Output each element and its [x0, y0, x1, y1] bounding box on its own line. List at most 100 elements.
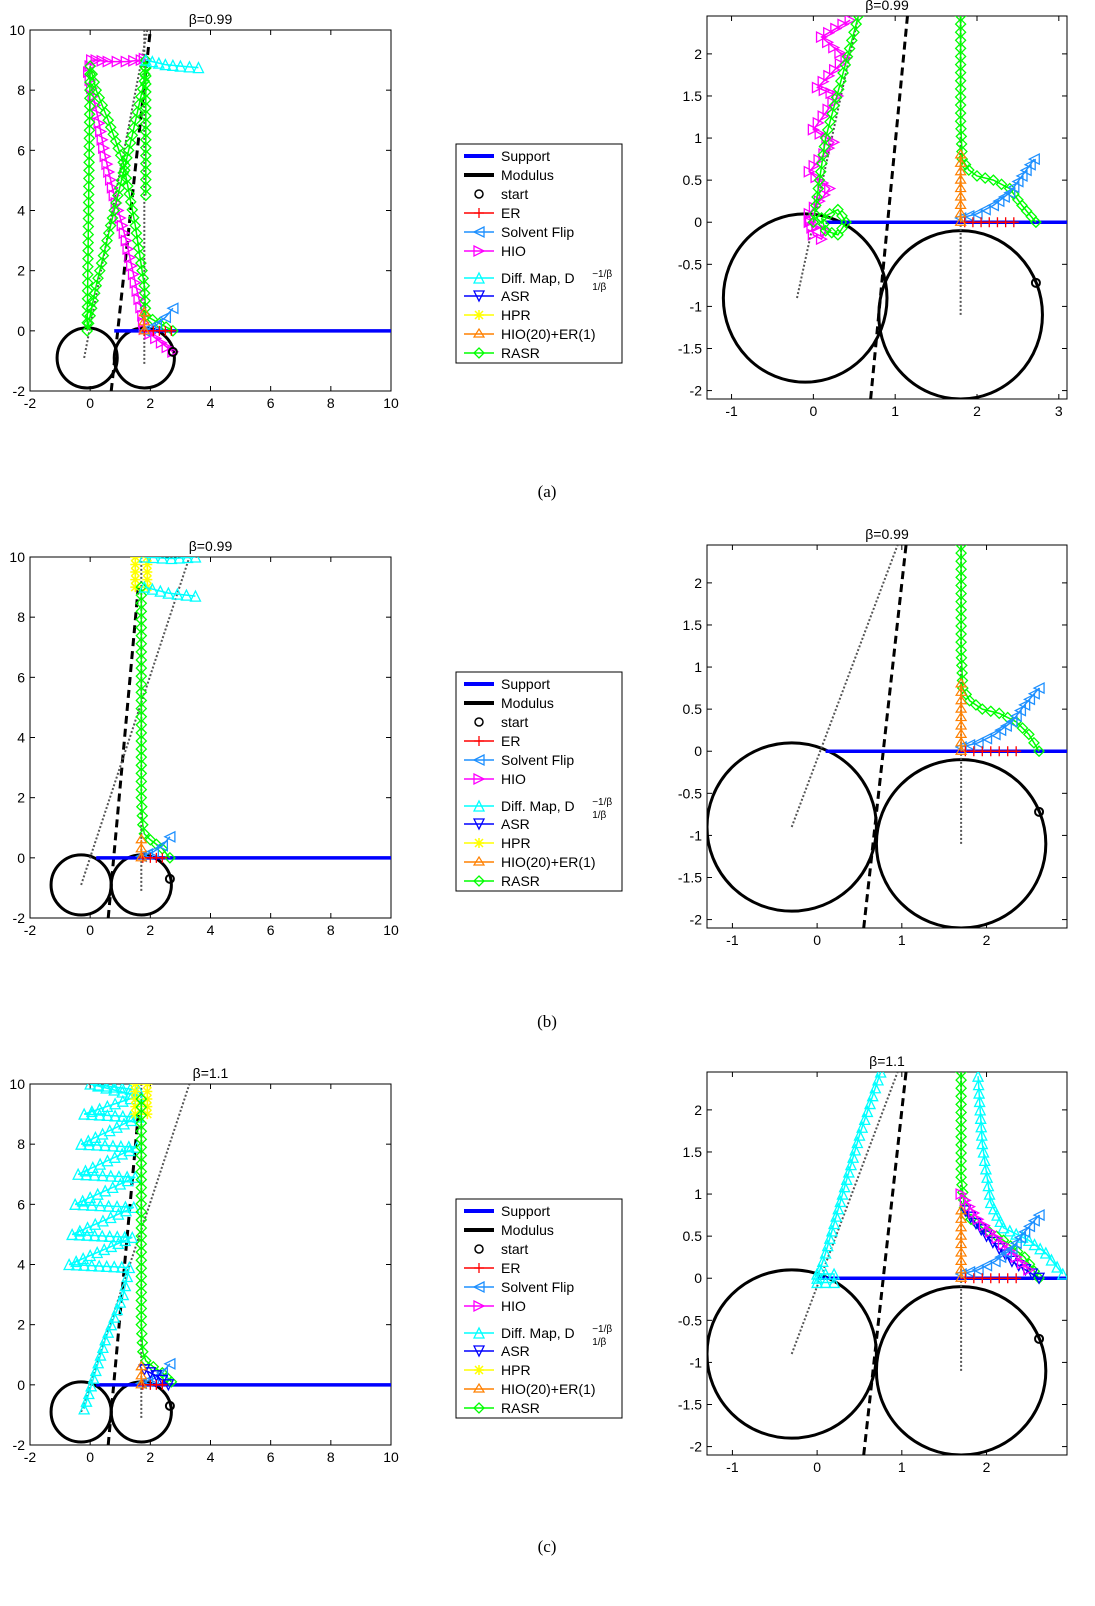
series-marker [130, 557, 141, 562]
series-marker [955, 545, 968, 551]
series-marker [161, 341, 174, 354]
series-marker [980, 1230, 993, 1243]
series-marker [85, 1105, 98, 1118]
series-marker [171, 587, 184, 600]
series-marker [1032, 1209, 1045, 1222]
series-marker [108, 204, 121, 217]
x-tick-label: 1 [898, 932, 906, 948]
series-marker [994, 746, 1005, 757]
legend-label: start [501, 714, 528, 730]
series-marker [814, 127, 827, 140]
series-marker [956, 667, 969, 679]
series-marker [1003, 1224, 1016, 1237]
series-marker [999, 719, 1012, 733]
series-marker [1003, 186, 1016, 199]
series-marker [813, 174, 826, 187]
series-marker [111, 189, 124, 202]
series-marker [803, 216, 816, 229]
series-marker [114, 1295, 127, 1308]
series-marker [849, 1143, 862, 1156]
series-marker [152, 56, 165, 69]
series-marker [955, 547, 968, 560]
series-marker [120, 55, 133, 68]
series-marker [82, 172, 95, 185]
y-tick-label: 0 [694, 743, 702, 759]
series-marker [84, 76, 96, 89]
x-tick-label: 2 [146, 1449, 154, 1465]
series-marker [139, 189, 152, 202]
series-hio-20-er-1- [135, 833, 148, 862]
series-marker [139, 149, 152, 162]
series-marker [99, 1184, 112, 1197]
series-marker [92, 1356, 105, 1369]
series-marker [845, 34, 858, 47]
series-marker [807, 216, 820, 229]
series-marker [963, 1200, 977, 1213]
series-marker [955, 703, 968, 713]
series-marker [834, 75, 847, 88]
series-marker [121, 1270, 134, 1283]
plot-area [55, 30, 391, 391]
legend-label: Solvent Flip [501, 752, 574, 768]
y-tick-label: 0.5 [683, 701, 703, 717]
series-marker [102, 227, 115, 239]
series-marker [135, 1133, 148, 1146]
x-tick-label: 10 [383, 395, 399, 411]
legend-marker [472, 1382, 486, 1393]
series-marker [955, 745, 968, 755]
series-marker [112, 142, 125, 155]
series-marker [89, 1364, 102, 1377]
series-marker [139, 78, 152, 90]
series-marker [955, 1272, 968, 1282]
series-marker [1015, 169, 1028, 182]
series-marker [126, 259, 139, 272]
series-marker [954, 182, 967, 193]
series-marker [81, 300, 94, 313]
series-marker [146, 55, 159, 68]
plot-frame [29, 1083, 392, 1446]
series-marker [139, 93, 152, 106]
series-marker [180, 588, 193, 601]
series-marker [133, 293, 146, 306]
legend-marker [473, 1402, 485, 1414]
series-marker [843, 42, 856, 55]
legend-superscript: −1/β [592, 1324, 612, 1335]
series-marker [126, 1230, 139, 1244]
series-er [960, 1273, 1022, 1284]
x-tick-label: 3 [1055, 403, 1063, 419]
series-marker [135, 775, 148, 788]
series-marker [954, 207, 967, 218]
legend-marker [472, 1345, 486, 1358]
series-marker [83, 140, 96, 153]
series-marker [91, 1187, 104, 1200]
series-marker [157, 1379, 168, 1390]
series-marker [986, 199, 1000, 212]
series-marker [955, 728, 968, 738]
series-marker [135, 686, 148, 699]
series-marker [132, 242, 145, 255]
y-tick-label: 0.5 [683, 1228, 703, 1244]
series-marker [832, 83, 845, 96]
series-marker [131, 234, 144, 247]
series-marker [992, 195, 1005, 208]
series-marker [816, 1254, 829, 1268]
x-tick-label: 8 [327, 1449, 335, 1465]
series-marker [1027, 1214, 1040, 1227]
series-marker [1013, 1231, 1027, 1244]
series-marker [139, 109, 152, 122]
series-marker [81, 292, 94, 305]
series-marker [135, 1093, 148, 1105]
series-marker [991, 1232, 1004, 1245]
legend-box [455, 1198, 623, 1419]
series-marker [104, 173, 118, 186]
series-marker [991, 1208, 1004, 1221]
legend-label: Diff. Map, D [501, 798, 575, 814]
series-marker [955, 686, 968, 696]
y-tick-label: -0.5 [678, 1312, 702, 1328]
series-er [137, 852, 168, 863]
series-marker [994, 724, 1007, 737]
series-marker [96, 54, 109, 67]
series-marker [139, 1354, 152, 1367]
series-marker [819, 1267, 832, 1280]
series-marker [955, 620, 968, 632]
